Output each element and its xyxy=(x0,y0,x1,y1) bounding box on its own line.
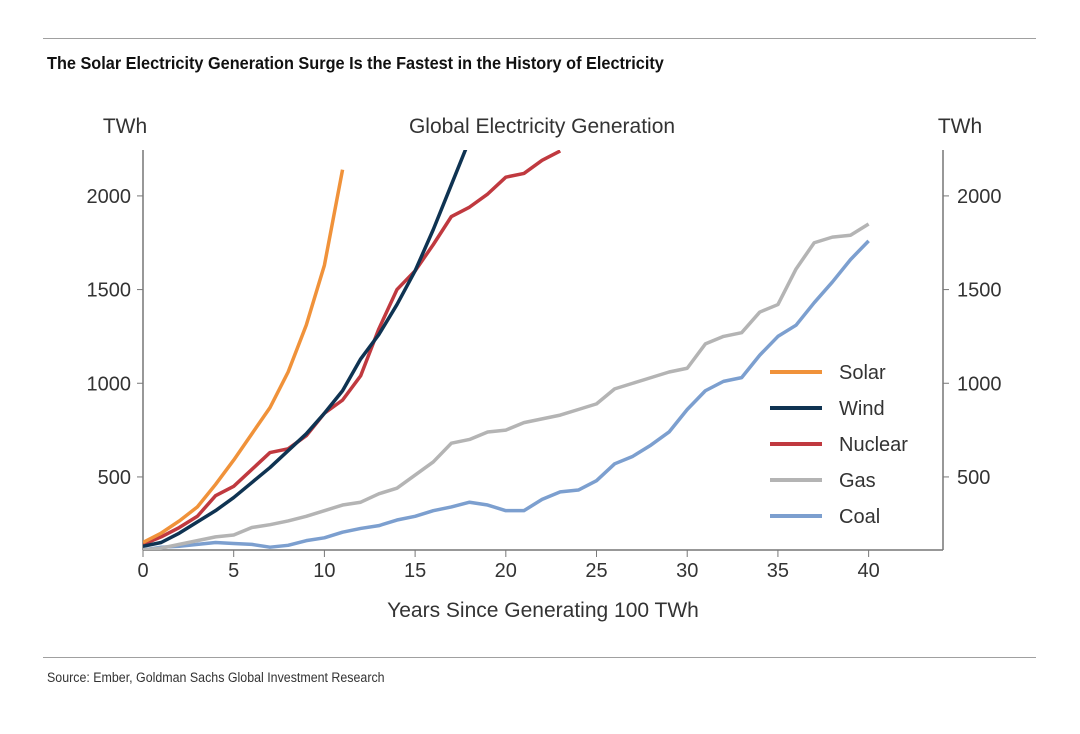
source-note: Source: Ember, Goldman Sachs Global Inve… xyxy=(47,670,385,685)
y-tick-label-left: 1000 xyxy=(87,373,132,395)
x-tick-label: 30 xyxy=(676,560,698,582)
series-line-nuclear xyxy=(143,150,562,546)
legend-label-wind: Wind xyxy=(839,398,885,420)
x-axis-label: Years Since Generating 100 TWh xyxy=(387,599,699,622)
series-line-solar xyxy=(143,169,345,545)
y-axis-label-right: TWh xyxy=(938,115,982,138)
y-tick-label-right: 1500 xyxy=(957,280,1002,302)
y-tick-label-right: 1000 xyxy=(957,373,1002,395)
legend-label-coal: Coal xyxy=(839,506,880,528)
chart-title: Global Electricity Generation xyxy=(409,115,675,138)
y-tick-label-right: 2000 xyxy=(957,186,1002,208)
x-tick-label: 10 xyxy=(313,560,335,582)
x-tick-label: 0 xyxy=(137,560,148,582)
series-line-wind xyxy=(143,150,468,548)
x-tick-label: 35 xyxy=(767,560,789,582)
figure-title: The Solar Electricity Generation Surge I… xyxy=(47,53,664,73)
y-tick-label-left: 2000 xyxy=(87,186,132,208)
series-line-coal xyxy=(143,239,870,550)
bottom-rule xyxy=(43,657,1036,658)
y-tick-label-right: 500 xyxy=(957,467,990,489)
x-tick-label: 25 xyxy=(585,560,607,582)
legend-label-solar: Solar xyxy=(839,362,886,384)
y-tick-label-left: 1500 xyxy=(87,280,132,302)
y-tick-label-left: 500 xyxy=(98,467,131,489)
top-rule xyxy=(43,38,1036,39)
x-tick-label: 5 xyxy=(228,560,239,582)
x-tick-label: 40 xyxy=(857,560,879,582)
series-line-gas xyxy=(143,222,870,550)
x-tick-label: 15 xyxy=(404,560,426,582)
y-axis-label-left: TWh xyxy=(103,115,147,138)
legend-label-gas: Gas xyxy=(839,470,876,492)
x-tick-label: 20 xyxy=(495,560,517,582)
legend-label-nuclear: Nuclear xyxy=(839,434,908,456)
